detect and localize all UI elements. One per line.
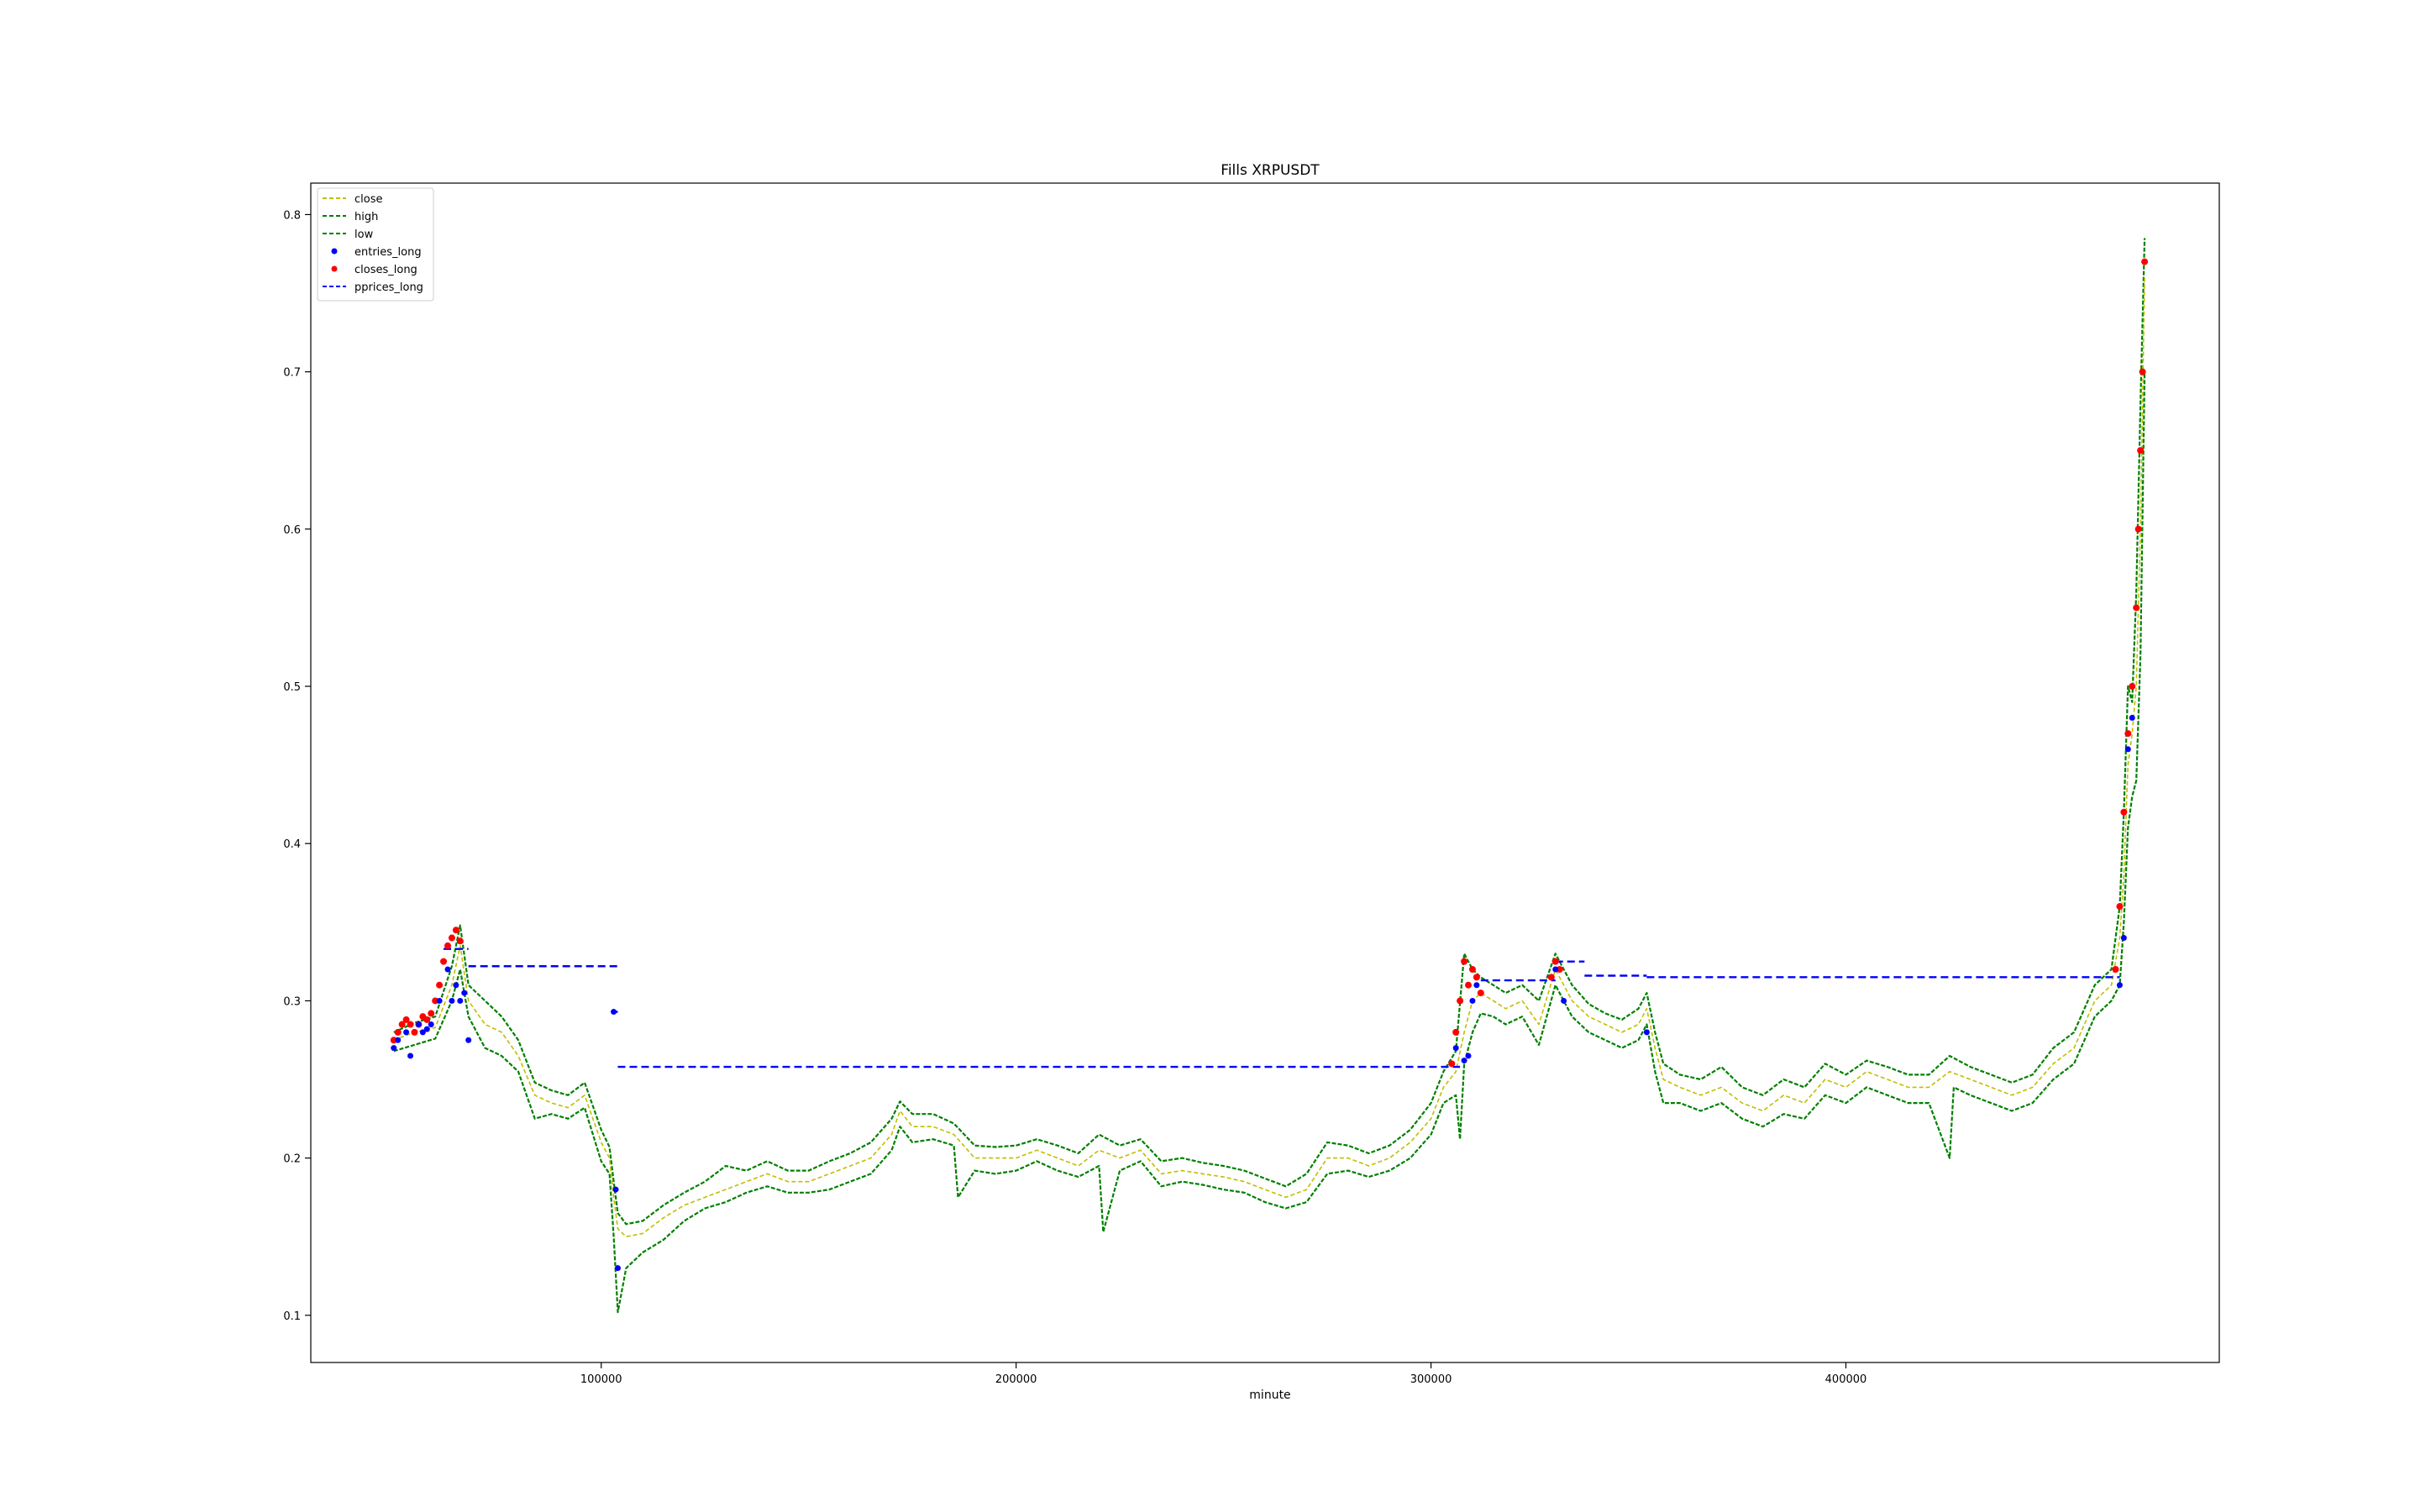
closes-long-point-20 [1461, 958, 1468, 965]
closes-long-point-5 [411, 1028, 418, 1036]
closes-long-point-0 [390, 1037, 397, 1044]
closes-long-point-28 [2112, 966, 2119, 973]
legend: close high low entries_long closes_longppric… [317, 187, 434, 302]
closes-long-point-17 [1448, 1060, 1456, 1068]
entries-long-point-13 [461, 990, 468, 996]
x-tick-label-3: 400000 [1825, 1373, 1867, 1386]
closes-long-point-14 [448, 934, 455, 942]
closes-long-point-29 [2116, 903, 2124, 911]
entries-long-point-16 [612, 1186, 619, 1193]
closes-long-point-3 [402, 1016, 410, 1023]
entries-long-point-25 [1643, 1029, 1650, 1036]
y-tick-label-6: 0.7 [283, 367, 301, 380]
closes-long-point-25 [1547, 974, 1555, 981]
entries-long-point-15 [611, 1009, 617, 1016]
entries-long-point-2 [403, 1029, 410, 1036]
y-tick-label-2: 0.3 [283, 995, 301, 1008]
plot-area [390, 238, 2149, 1314]
entries-long-point-3 [407, 1053, 414, 1059]
entries-long-point-20 [1465, 1053, 1472, 1059]
closes-long-point-12 [440, 958, 448, 965]
entries-long-point-12 [457, 997, 464, 1004]
closes-long-point-18 [1452, 1028, 1460, 1036]
closes-long-point-21 [1465, 981, 1473, 989]
legend-box [317, 187, 434, 302]
closes-long-point-8 [423, 1016, 431, 1023]
closes-long-point-32 [2129, 683, 2136, 690]
entries-long-point-8 [436, 997, 443, 1004]
entries-long-point-9 [444, 966, 451, 973]
closes-long-point-26 [1551, 958, 1559, 965]
entries-long-point-4 [415, 1021, 422, 1028]
series-close-line [393, 277, 2145, 1237]
y-tick-label-0: 0.1 [283, 1310, 301, 1323]
entries-long-point-10 [449, 997, 455, 1004]
closes-long-point-34 [2134, 525, 2142, 533]
closes-long-point-1 [394, 1028, 402, 1036]
x-tick-label-2: 300000 [1410, 1373, 1452, 1386]
legend-label-entries-long: entries_long [354, 246, 422, 259]
closes-long-point-10 [432, 997, 439, 1005]
closes-long-point-33 [2133, 604, 2140, 612]
closes-long-point-35 [2137, 447, 2145, 454]
legend-label-closes-long: closes_long [354, 264, 417, 276]
closes-long-point-16 [456, 937, 464, 945]
x-axis-label: minute [1249, 1389, 1290, 1402]
x-axis: 100000 200000 300000 400000 [580, 1362, 1866, 1386]
closes-long-point-11 [436, 981, 444, 989]
entries-long-point-21 [1469, 997, 1476, 1004]
entries-long-point-17 [614, 1265, 621, 1272]
x-tick-label-1: 200000 [995, 1373, 1037, 1386]
entries-long-point-5 [419, 1029, 426, 1036]
entries-long-point-26 [2116, 982, 2123, 989]
closes-long-point-9 [428, 1010, 435, 1017]
entries-long-point-14 [465, 1037, 472, 1043]
entries-long-point-29 [2129, 714, 2135, 721]
legend-label-high: high [354, 211, 378, 223]
closes-long-point-15 [452, 927, 459, 934]
closes-long-point-37 [2141, 258, 2149, 265]
y-tick-label-7: 0.8 [283, 209, 301, 222]
entries-long-point-24 [1561, 997, 1567, 1004]
entries-long-point-11 [453, 982, 459, 989]
legend-label-close: close [354, 193, 382, 206]
chart-title: Fills XRPUSDT [1221, 162, 1320, 179]
x-tick-label-0: 100000 [580, 1373, 622, 1386]
axes-frame [310, 182, 2220, 1363]
entries-long-point-7 [428, 1021, 434, 1028]
series-low-line [393, 371, 2146, 1314]
entries-long-point-18 [1452, 1045, 1459, 1052]
entries-long-point-27 [2120, 935, 2127, 942]
plot-series-group [390, 238, 2149, 1314]
closes-long-point-27 [1556, 966, 1563, 973]
closes-long-point-31 [2124, 730, 2132, 738]
entries-long-point-22 [1473, 982, 1480, 989]
entries-long-point-6 [423, 1026, 430, 1032]
entries-long-point-19 [1461, 1058, 1467, 1064]
series-high-line [393, 238, 2146, 1226]
closes-long-point-36 [2139, 368, 2146, 375]
y-tick-label-3: 0.4 [283, 838, 301, 851]
legend-label-low: low [354, 228, 374, 241]
entries-long-point-23 [1552, 966, 1559, 973]
entries-long-point-1 [395, 1037, 402, 1043]
closes-long-point-23 [1473, 974, 1480, 981]
entries-long-point-0 [391, 1045, 397, 1052]
closes-long-point-30 [2120, 808, 2128, 816]
closes-long-point-13 [444, 942, 451, 949]
y-tick-label-1: 0.2 [283, 1153, 301, 1166]
legend-label-pprices-long: pprices_long [354, 281, 423, 294]
closes-long-point-22 [1468, 966, 1476, 973]
legend-marker-entries-long [331, 248, 338, 255]
y-tick-label-4: 0.5 [283, 681, 301, 694]
closes-long-point-2 [398, 1021, 406, 1028]
legend-marker-closes-long [331, 265, 338, 272]
closes-long-point-19 [1457, 997, 1464, 1005]
y-axis: 0.1 0.2 0.3 0.4 0.5 0.6 0.7 0.8 [283, 209, 311, 1323]
closes-long-point-24 [1477, 990, 1484, 997]
entries-long-point-28 [2124, 746, 2131, 753]
closes-long-point-4 [407, 1021, 414, 1028]
y-tick-label-5: 0.6 [283, 524, 301, 537]
